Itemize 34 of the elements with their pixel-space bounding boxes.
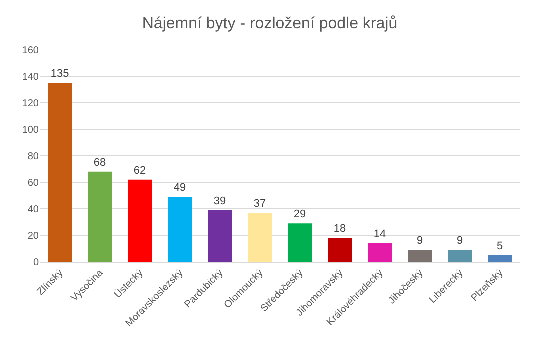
data-label: 62 [134, 164, 146, 177]
data-label: 9 [416, 235, 424, 248]
bar [48, 83, 72, 262]
bar [248, 212, 272, 262]
bar [448, 250, 472, 262]
data-label: 18 [334, 223, 346, 236]
bar [408, 250, 432, 262]
chart-title: Nájemní byty - rozložení podle krajů [142, 15, 398, 32]
bar [288, 224, 312, 262]
y-tick-label: 0 [33, 258, 40, 268]
bar [88, 172, 112, 262]
bar [328, 238, 352, 262]
bar [208, 210, 232, 262]
y-tick-label: 20 [28, 231, 40, 242]
y-tick-label: 120 [22, 98, 40, 110]
data-label: 29 [294, 208, 306, 221]
data-label: 37 [254, 198, 266, 210]
data-label: 135 [50, 68, 70, 80]
bar [368, 243, 392, 262]
data-label: 39 [214, 195, 226, 208]
y-tick-label: 80 [28, 152, 40, 162]
data-label: 9 [456, 235, 464, 248]
data-label: 68 [94, 156, 106, 169]
bar [488, 255, 512, 262]
data-label: 49 [174, 182, 186, 194]
y-tick-label: 160 [22, 46, 40, 56]
y-tick-label: 100 [22, 125, 40, 136]
data-label: 5 [496, 240, 504, 252]
y-tick-label: 40 [28, 204, 40, 216]
data-label: 14 [374, 228, 386, 240]
y-tick-label: 140 [22, 72, 40, 83]
bar [128, 180, 152, 262]
y-tick-label: 60 [28, 178, 40, 189]
bar [168, 197, 192, 262]
